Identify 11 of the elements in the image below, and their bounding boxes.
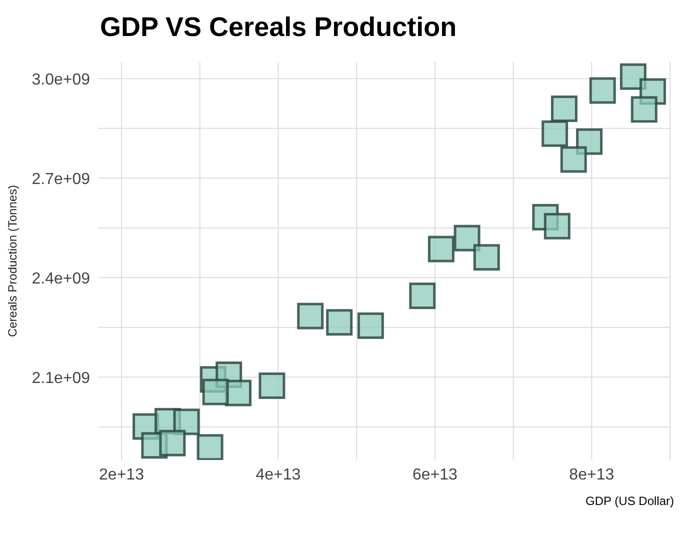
x-tick-label: 8e+13 bbox=[569, 466, 614, 484]
x-tick-label: 4e+13 bbox=[256, 466, 301, 484]
chart-title: GDP VS Cereals Production bbox=[99, 11, 458, 44]
y-axis-title: Cereals Production (Tonnes) bbox=[5, 184, 20, 338]
y-tick-label: 2.7e+09 bbox=[32, 170, 90, 188]
x-tick-label: 2e+13 bbox=[99, 466, 144, 484]
y-tick-label: 2.1e+09 bbox=[32, 370, 90, 387]
y-tick-label: 2.4e+09 bbox=[32, 270, 90, 288]
y-tick-label: 3.0e+09 bbox=[32, 71, 90, 88]
x-axis-title: GDP (US Dollar) bbox=[584, 494, 674, 508]
x-tick-label: 6e+13 bbox=[412, 466, 458, 484]
